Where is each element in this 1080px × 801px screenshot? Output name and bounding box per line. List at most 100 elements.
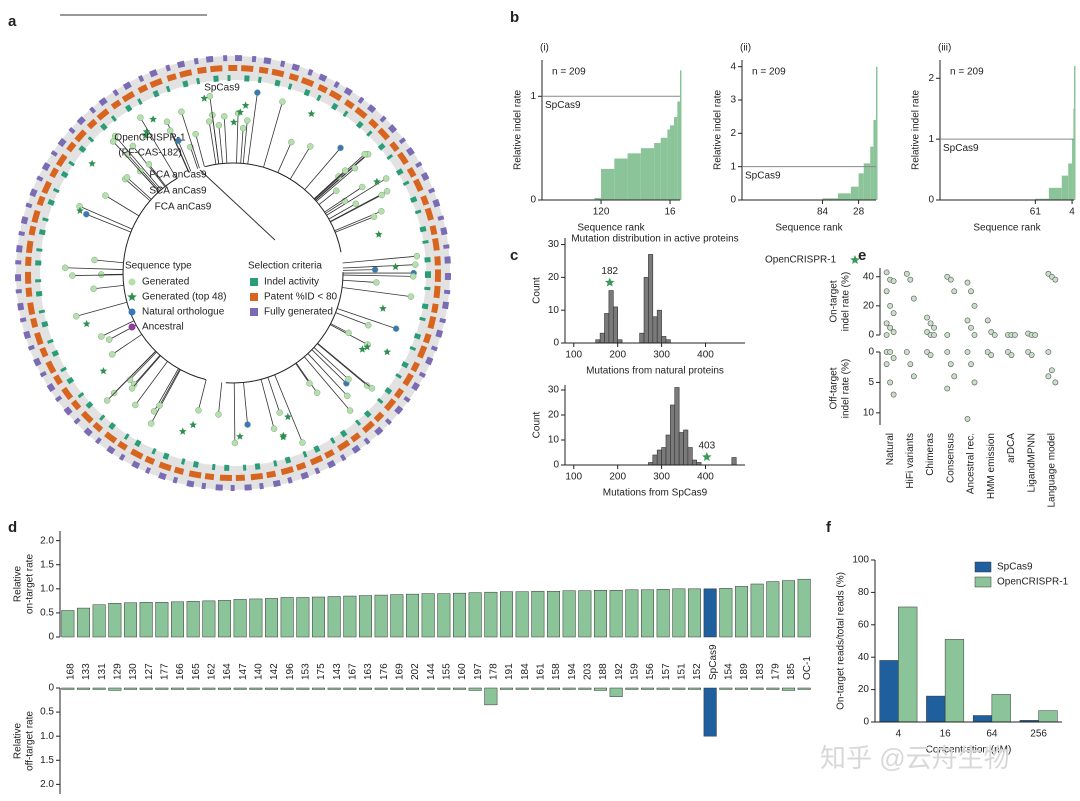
chart-title: Mutation distribution in active proteins bbox=[571, 234, 738, 245]
tree-leaf bbox=[145, 161, 153, 168]
legend-label: Fully generated bbox=[264, 307, 333, 318]
on-target-bar bbox=[578, 590, 592, 638]
on-target-point bbox=[991, 332, 998, 338]
x-tick-label: 176 bbox=[379, 663, 390, 680]
on-target-bar bbox=[202, 600, 216, 638]
x-tick-label: HiFi variants bbox=[905, 433, 916, 489]
tree-star bbox=[142, 127, 151, 135]
tree-branch bbox=[72, 274, 124, 276]
tree-branch bbox=[342, 255, 417, 264]
on-target-point bbox=[971, 302, 978, 309]
tree-star bbox=[383, 347, 391, 356]
tree-leaf bbox=[129, 142, 137, 150]
tree-leaf bbox=[126, 376, 134, 384]
off-target-point bbox=[1048, 367, 1055, 374]
bar bbox=[608, 290, 614, 344]
on-target-point bbox=[964, 317, 971, 324]
off-target-bar bbox=[797, 687, 811, 690]
off-target-point bbox=[1028, 352, 1035, 358]
tree-branch bbox=[330, 194, 382, 223]
tree-branch bbox=[316, 167, 356, 202]
off-target-bar bbox=[61, 687, 75, 690]
legend-label: SpCas9 bbox=[997, 562, 1033, 573]
tree-leaf bbox=[109, 351, 116, 358]
tree-star bbox=[391, 262, 400, 271]
y-axis-label: Relative bbox=[13, 566, 24, 603]
off-target-point bbox=[903, 349, 910, 355]
y-tick-label: 0 bbox=[868, 347, 874, 358]
x-axis-label: Sequence rank bbox=[973, 223, 1041, 234]
on-target-bar bbox=[656, 589, 670, 638]
tree-leaf bbox=[83, 211, 90, 218]
y-tick-label: 2 bbox=[928, 73, 934, 84]
on-target-point bbox=[924, 314, 930, 321]
panel-label: e bbox=[858, 247, 866, 264]
y-tick-label: 40 bbox=[858, 652, 870, 663]
off-target-point bbox=[988, 352, 995, 358]
tree-star bbox=[179, 427, 187, 435]
off-target-point bbox=[883, 361, 890, 368]
y-axis-label: On-target reads/total reads (%) bbox=[836, 572, 847, 710]
off-target-bar bbox=[358, 687, 373, 690]
on-target-point bbox=[968, 324, 974, 331]
tree-leaf bbox=[103, 397, 111, 404]
off-target-bar bbox=[421, 687, 435, 690]
tree-branch bbox=[260, 379, 275, 429]
off-target-point bbox=[910, 373, 917, 380]
on-target-bar bbox=[750, 583, 764, 638]
y-axis-label: indel rate (%) bbox=[841, 272, 852, 331]
bar bbox=[599, 332, 605, 344]
tree-star bbox=[88, 159, 96, 167]
tree-star bbox=[373, 177, 381, 185]
y-tick-label: 1 bbox=[928, 134, 934, 145]
tree-leaf bbox=[288, 138, 295, 146]
tree-branch bbox=[198, 379, 207, 411]
tree-branch bbox=[295, 363, 310, 384]
legend-label: Generated bbox=[142, 277, 189, 288]
tree-leaf bbox=[102, 192, 109, 199]
bar bbox=[837, 193, 851, 200]
bar bbox=[991, 694, 1011, 723]
tree-branch bbox=[311, 349, 347, 384]
bar bbox=[654, 142, 661, 200]
bar bbox=[661, 447, 667, 466]
tree-root bbox=[199, 169, 276, 241]
tree-leaf bbox=[383, 188, 391, 195]
bar bbox=[863, 163, 871, 200]
y-tick-label: 0 bbox=[868, 330, 874, 341]
off-target-point bbox=[1008, 352, 1015, 358]
bar bbox=[850, 186, 859, 200]
off-target-bar bbox=[452, 687, 467, 690]
tree-leaf bbox=[97, 271, 105, 278]
on-target-bar bbox=[640, 589, 655, 638]
on-target-bar bbox=[781, 580, 796, 638]
on-target-bar bbox=[531, 590, 545, 638]
x-tick-label: 189 bbox=[739, 663, 750, 680]
legend-label: Generated (top 48) bbox=[142, 292, 227, 303]
on-target-bar bbox=[61, 610, 75, 638]
x-tick-label: 16 bbox=[940, 729, 952, 740]
x-tick-label: 196 bbox=[285, 663, 296, 680]
legend-swatch bbox=[974, 561, 992, 573]
highlight-label: 182 bbox=[601, 266, 618, 277]
legend-marker bbox=[250, 293, 258, 301]
y-tick-label: 30 bbox=[548, 239, 560, 250]
x-tick-label: arDCA bbox=[1006, 433, 1017, 463]
on-target-bar bbox=[609, 590, 623, 638]
bar bbox=[656, 309, 662, 344]
off-target-bar bbox=[343, 687, 357, 690]
tree-star bbox=[307, 109, 316, 117]
tree-leaf bbox=[368, 385, 376, 392]
y-tick-label: 30 bbox=[548, 385, 560, 396]
off-target-bar bbox=[249, 687, 263, 690]
tree-leaf bbox=[215, 121, 223, 129]
tree-branch bbox=[314, 153, 365, 200]
criteria-ring bbox=[15, 55, 451, 491]
on-target-bar bbox=[625, 589, 639, 638]
off-target-bar bbox=[155, 687, 169, 690]
tree-branch bbox=[218, 382, 223, 415]
tree-branch bbox=[342, 274, 414, 277]
on-target-bar bbox=[390, 594, 404, 638]
y-axis-label: Count bbox=[532, 411, 543, 438]
tree-branch bbox=[126, 177, 152, 200]
